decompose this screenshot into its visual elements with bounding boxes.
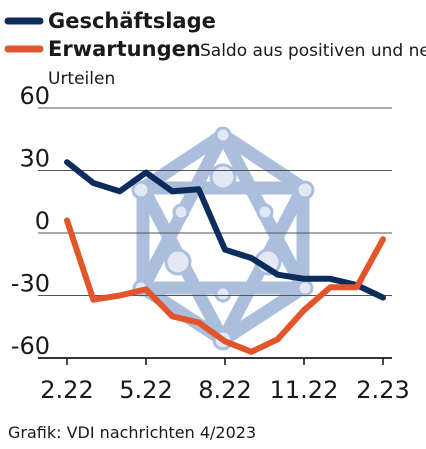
- x-tick-label: 5.22: [119, 376, 172, 404]
- legend-note: Saldo aus positiven und negativen Urteil…: [48, 41, 426, 89]
- x-tick-label: 2.23: [356, 376, 409, 404]
- x-tick-label: 2.22: [40, 376, 93, 404]
- series-lines: [64, 159, 386, 355]
- y-axis: 60 30 0 -30 -60: [11, 82, 50, 360]
- y-tick-label: 0: [35, 207, 50, 235]
- x-tick-label: 11.22: [270, 376, 339, 404]
- x-tick-label: 8.22: [198, 376, 251, 404]
- source-credit: Grafik: VDI nachrichten 4/2023: [8, 423, 256, 442]
- y-tick-label: 60: [19, 82, 50, 110]
- legend-label-geschaeftslage: Geschäftslage: [48, 9, 216, 33]
- series-line-geschaeftslage: [64, 159, 386, 301]
- series-line-erwartungen: [64, 217, 386, 355]
- y-tick-label: -30: [11, 270, 50, 298]
- legend-label-erwartungen: Erwartungen: [48, 37, 201, 61]
- grid: [38, 107, 392, 359]
- y-tick-label: -60: [11, 332, 50, 360]
- legend: Geschäftslage Erwartungen Saldo aus posi…: [4, 9, 426, 89]
- y-tick-label: 30: [19, 145, 50, 173]
- x-axis: 2.22 5.22 8.22 11.22 2.23: [40, 358, 410, 404]
